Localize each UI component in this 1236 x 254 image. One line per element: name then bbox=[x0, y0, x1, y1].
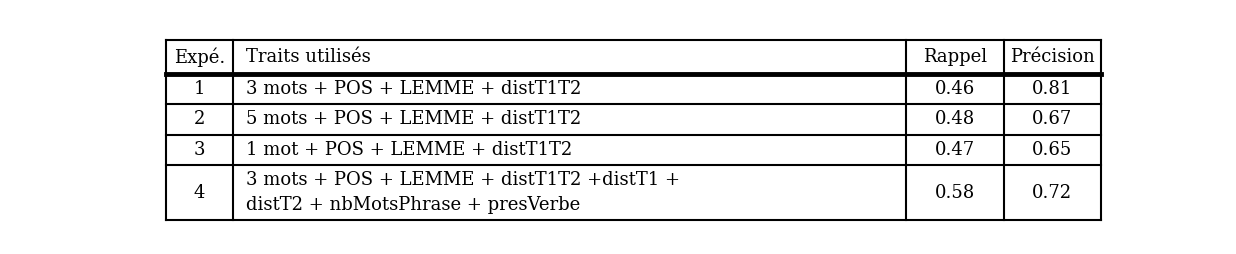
Text: Précision: Précision bbox=[1010, 48, 1095, 66]
Text: 0.67: 0.67 bbox=[1032, 110, 1073, 129]
Text: 0.47: 0.47 bbox=[934, 141, 975, 159]
Text: 1 mot + POS + LEMME + distT1T2: 1 mot + POS + LEMME + distT1T2 bbox=[246, 141, 572, 159]
Text: 0.48: 0.48 bbox=[934, 110, 975, 129]
Text: Rappel: Rappel bbox=[923, 48, 988, 66]
Text: 0.65: 0.65 bbox=[1032, 141, 1073, 159]
Text: 0.46: 0.46 bbox=[934, 80, 975, 98]
Text: 3 mots + POS + LEMME + distT1T2 +distT1 +
distT2 + nbMotsPhrase + presVerbe: 3 mots + POS + LEMME + distT1T2 +distT1 … bbox=[246, 171, 680, 214]
Text: 3: 3 bbox=[194, 141, 205, 159]
Text: 4: 4 bbox=[194, 184, 205, 202]
Text: 3 mots + POS + LEMME + distT1T2: 3 mots + POS + LEMME + distT1T2 bbox=[246, 80, 581, 98]
Text: 0.58: 0.58 bbox=[934, 184, 975, 202]
Text: 5 mots + POS + LEMME + distT1T2: 5 mots + POS + LEMME + distT1T2 bbox=[246, 110, 581, 129]
Text: 0.81: 0.81 bbox=[1032, 80, 1073, 98]
Text: 0.72: 0.72 bbox=[1032, 184, 1073, 202]
Text: 2: 2 bbox=[194, 110, 205, 129]
Text: 1: 1 bbox=[194, 80, 205, 98]
Text: Traits utilisés: Traits utilisés bbox=[246, 48, 371, 66]
Text: Expé.: Expé. bbox=[174, 47, 225, 67]
